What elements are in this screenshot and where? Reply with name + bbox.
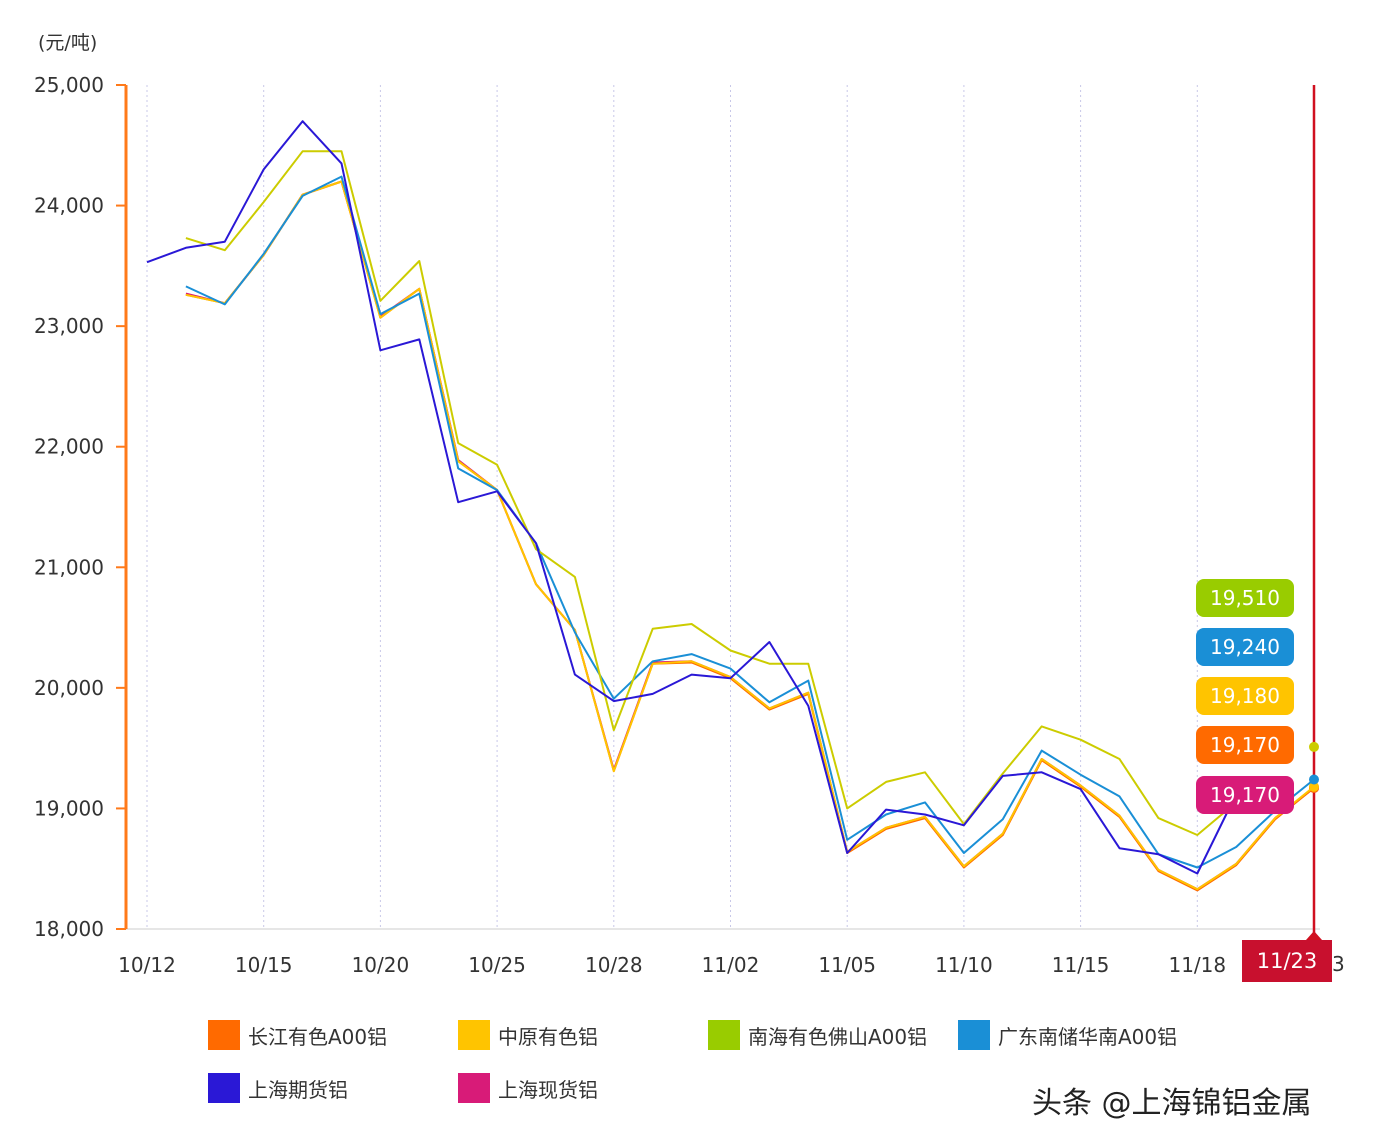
x-tick-label: 11/18: [1168, 953, 1226, 977]
legend-item-shanghai-futures[interactable]: 上海期货铝: [208, 1073, 348, 1103]
legend-item-guangdong[interactable]: 广东南储华南A00铝: [958, 1020, 1177, 1050]
x-tick-label: 10/20: [352, 953, 410, 977]
x-tick-label: 11/15: [1052, 953, 1110, 977]
cursor-point: [1309, 774, 1319, 785]
legend-label: 南海有色佛山A00铝: [748, 1024, 928, 1049]
cursor-value-badge-guangdong: 19,240: [1196, 628, 1294, 666]
series-line: [185, 180, 1315, 892]
x-tick-label: 10/12: [118, 953, 176, 977]
y-tick-label: 21,000: [34, 555, 104, 579]
watermark: 头条 @上海锦铝金属: [1032, 1086, 1312, 1121]
y-tick-label: 22,000: [34, 435, 104, 459]
x-tick-label: 10/28: [585, 953, 643, 977]
legend-swatch: [458, 1073, 490, 1103]
legend-swatch: [708, 1020, 740, 1050]
legend-item-nanhai[interactable]: 南海有色佛山A00铝: [708, 1020, 927, 1050]
legend-swatch: [958, 1020, 990, 1050]
y-axis-unit-label: (元/吨): [38, 32, 98, 54]
cursor-date-badge: 11/23: [1242, 940, 1332, 982]
series-line: [185, 175, 1315, 869]
y-tick-label: 18,000: [34, 917, 104, 941]
series-line: [146, 120, 1238, 875]
legend-label: 上海现货铝: [498, 1077, 598, 1102]
legend-item-zhongyuan[interactable]: 中原有色铝: [458, 1020, 598, 1050]
y-tick-label: 23,000: [34, 314, 104, 338]
x-tick-label: 10/25: [468, 953, 526, 977]
cursor-value-badge-zhongyuan: 19,180: [1196, 677, 1294, 715]
cursor-point: [1309, 741, 1319, 752]
y-tick-label: 19,000: [34, 796, 104, 820]
series-line: [186, 151, 1314, 835]
legend-item-changjiang[interactable]: 长江有色A00铝: [208, 1020, 387, 1050]
x-tick-label: 11/02: [702, 953, 760, 977]
series-line: [185, 180, 1315, 891]
cursor-point: [1309, 781, 1319, 792]
y-tick-label: 25,000: [34, 73, 104, 97]
legend-label: 上海期货铝: [248, 1077, 348, 1102]
y-tick-label: 24,000: [34, 194, 104, 218]
legend-label: 广东南储华南A00铝: [998, 1024, 1178, 1049]
x-tick-label: 10/15: [235, 953, 293, 977]
legend-swatch: [208, 1073, 240, 1103]
legend-swatch: [208, 1020, 240, 1050]
cursor-value-badge-nanhai: 19,510: [1196, 579, 1294, 617]
cursor-value-badge-changjiang: 19,170: [1196, 726, 1294, 764]
legend-swatch: [458, 1020, 490, 1050]
series-line: [185, 180, 1315, 891]
x-tick-label: 11/05: [818, 953, 876, 977]
cursor-pointer: [1306, 931, 1322, 940]
y-tick-label: 20,000: [34, 676, 104, 700]
x-tick-label: 11/10: [935, 953, 993, 977]
cursor-date-clipped-tail: 3: [1332, 952, 1345, 976]
cursor-value-badge-shanghai-spot: 19,170: [1196, 776, 1294, 814]
legend-label: 长江有色A00铝: [248, 1024, 388, 1049]
legend-label: 中原有色铝: [498, 1024, 598, 1049]
legend-item-shanghai-spot[interactable]: 上海现货铝: [458, 1073, 598, 1103]
